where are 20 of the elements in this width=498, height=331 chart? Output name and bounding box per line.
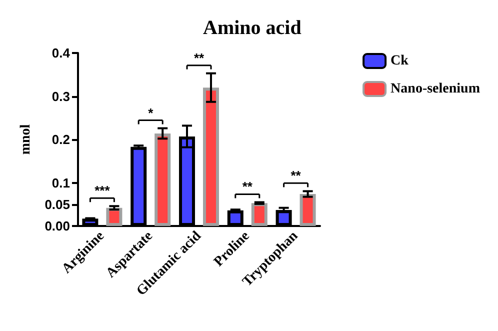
annotation: *** [94,183,111,198]
y-tick-label: 0.00 [44,218,70,234]
annotation: ** [194,50,205,66]
y-tick-label: 0.1 [52,175,70,190]
legend-label: Nano-selenium [390,82,480,96]
y-tick-label: 0.3 [52,88,70,104]
bar [251,203,268,226]
annotation: ** [290,168,302,184]
annotation: ** [242,179,254,194]
y-tick-label: 0.4 [52,46,71,60]
chart-title: Amino acid [203,17,302,39]
bar [154,133,171,226]
bar [106,208,122,226]
legend-label: Ck [390,54,409,68]
y-axis-title: mnol [18,124,34,155]
annotation: * [148,105,154,120]
bar [300,194,316,226]
y-tick-label: 0.05 [44,196,70,212]
y-tick-label: 0.2 [52,132,70,147]
bar [203,88,219,226]
